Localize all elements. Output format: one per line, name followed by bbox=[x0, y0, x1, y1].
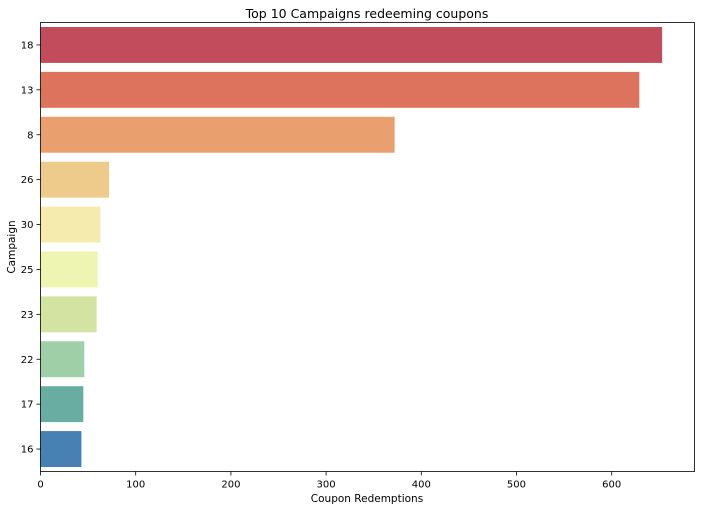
y-axis-label: Campaign bbox=[6, 220, 18, 273]
y-tick-label: 8 bbox=[27, 130, 33, 141]
chart-title: Top 10 Campaigns redeeming coupons bbox=[245, 6, 489, 21]
x-tick-label: 300 bbox=[317, 480, 336, 491]
x-tick-label: 500 bbox=[507, 480, 526, 491]
bar-campaign-8 bbox=[40, 116, 395, 153]
x-axis-label: Coupon Redemptions bbox=[311, 493, 423, 505]
y-tick-label: 26 bbox=[21, 175, 34, 186]
x-tick-label: 0 bbox=[37, 480, 43, 491]
x-tick-label: 200 bbox=[221, 480, 240, 491]
x-tick-label: 400 bbox=[412, 480, 431, 491]
x-tick-label: 600 bbox=[602, 480, 621, 491]
y-tick-label: 25 bbox=[21, 265, 34, 276]
x-axis-ticks: 0 100 200 300 400 500 600 bbox=[37, 471, 621, 491]
y-tick-label: 22 bbox=[21, 355, 34, 366]
y-tick-label: 18 bbox=[21, 40, 34, 51]
bar-campaign-18 bbox=[40, 26, 663, 63]
y-tick-label: 13 bbox=[21, 85, 34, 96]
y-tick-label: 16 bbox=[21, 445, 34, 456]
x-tick-label: 100 bbox=[126, 480, 145, 491]
bar-campaign-30 bbox=[40, 206, 101, 243]
bar-campaign-22 bbox=[40, 341, 85, 378]
bar-campaign-17 bbox=[40, 386, 84, 423]
y-tick-label: 30 bbox=[21, 220, 34, 231]
bar-campaign-25 bbox=[40, 251, 98, 288]
y-tick-label: 23 bbox=[21, 310, 34, 321]
y-axis-ticks: 18 13 8 26 30 25 23 22 17 16 bbox=[21, 40, 41, 456]
plot-frame bbox=[40, 22, 695, 472]
bar-campaign-23 bbox=[40, 296, 97, 333]
bar-campaign-16 bbox=[40, 431, 82, 468]
y-tick-label: 17 bbox=[21, 400, 34, 411]
bars bbox=[40, 26, 663, 468]
bar-campaign-26 bbox=[40, 161, 110, 198]
bar-campaign-13 bbox=[40, 71, 640, 108]
